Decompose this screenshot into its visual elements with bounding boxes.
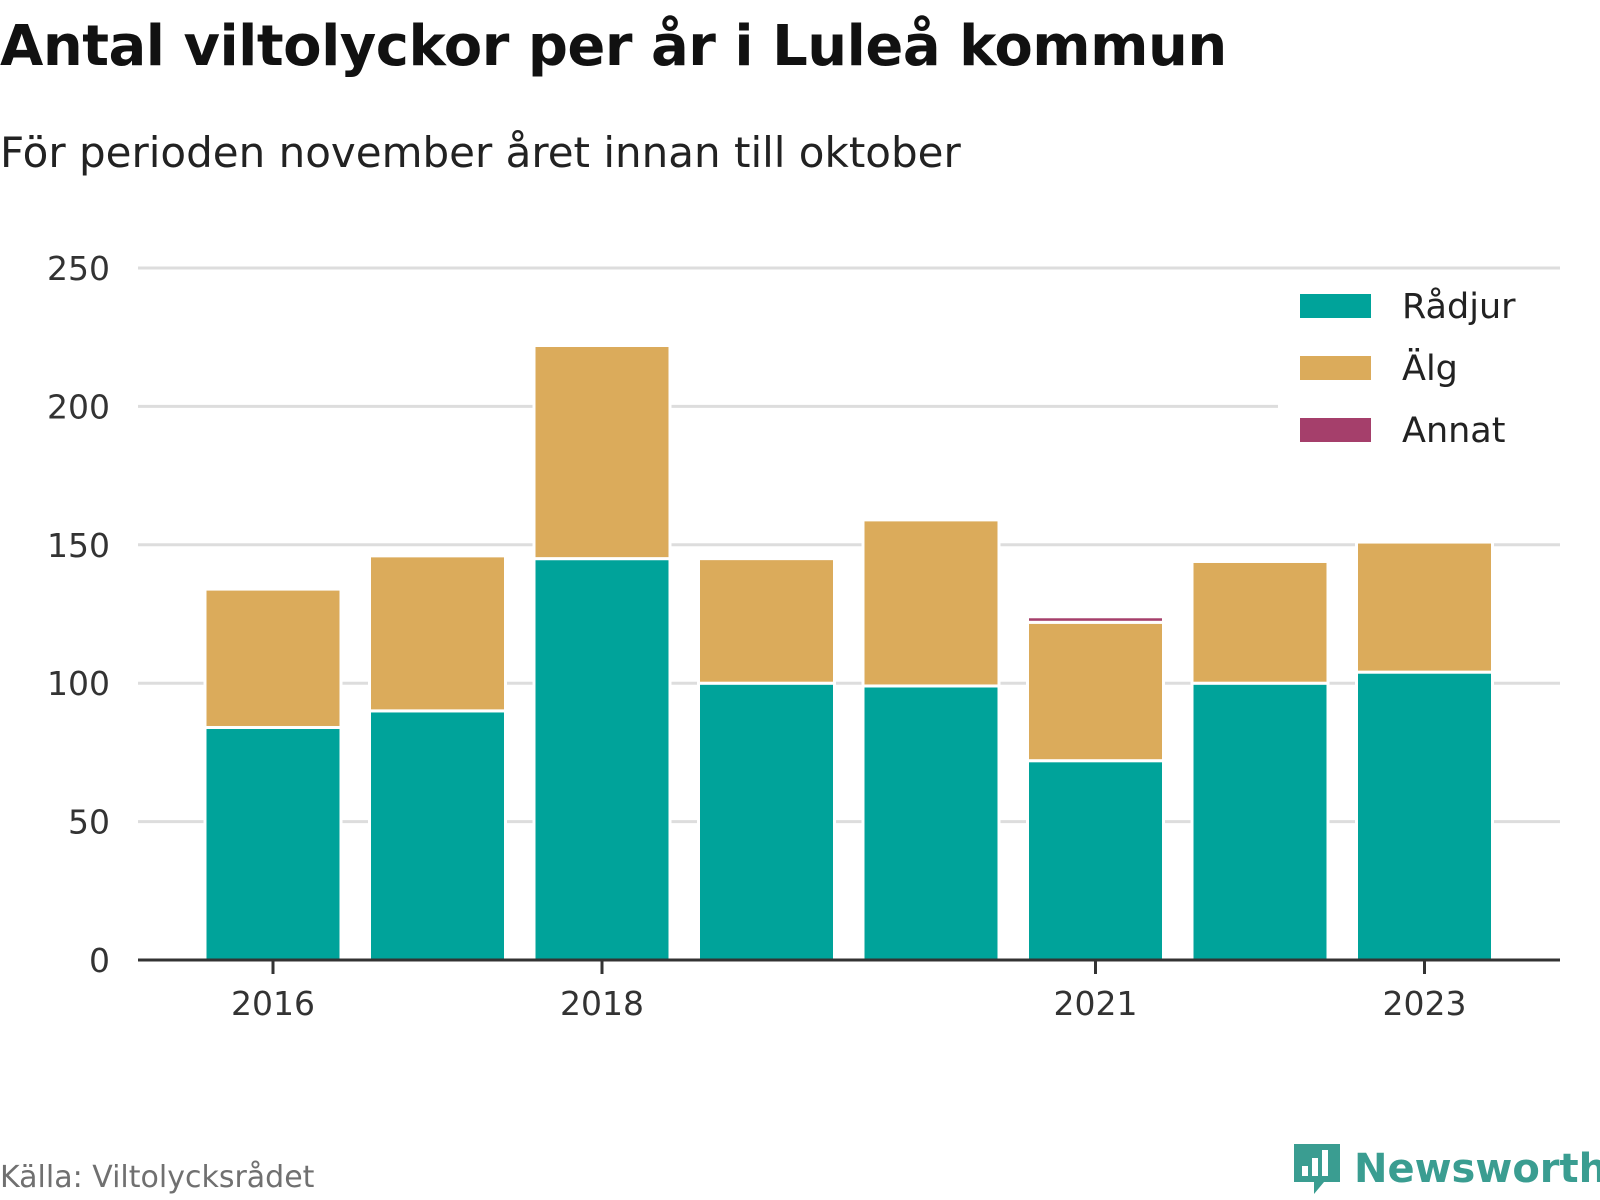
y-tick-label: 100 xyxy=(47,664,110,703)
legend-label: Annat xyxy=(1402,411,1505,451)
legend-swatch xyxy=(1300,418,1371,442)
brand-name: Newsworthy xyxy=(1354,1146,1600,1192)
bar-segment xyxy=(1026,759,1165,962)
bar-segment xyxy=(861,684,1001,962)
bar-segment xyxy=(1026,615,1165,624)
x-tick-label: 2016 xyxy=(231,984,315,1023)
y-tick-label: 250 xyxy=(47,249,110,288)
y-tick-label: 150 xyxy=(47,526,110,565)
x-tick-label: 2018 xyxy=(560,984,644,1023)
bar-segment xyxy=(368,554,507,713)
legend-swatch xyxy=(1300,356,1371,380)
source-note: Källa: Viltolycksrådet xyxy=(0,1160,315,1195)
y-tick-label: 50 xyxy=(68,803,110,842)
bar-segment xyxy=(532,557,672,962)
bar-segment xyxy=(697,681,836,962)
bar-segment xyxy=(697,557,836,685)
bar-segment xyxy=(1026,620,1165,763)
x-tick-label: 2023 xyxy=(1383,984,1467,1023)
bar-segment xyxy=(368,709,507,962)
bar-segment xyxy=(1190,559,1330,685)
y-tick-label: 0 xyxy=(89,941,110,980)
bar-segment xyxy=(1355,670,1494,962)
bar-segment xyxy=(1355,540,1494,674)
bar-segment xyxy=(532,341,672,348)
legend-label: Rådjur xyxy=(1402,286,1516,327)
bar-segment xyxy=(1190,681,1330,962)
legend-swatch xyxy=(1300,294,1371,318)
bar-segment xyxy=(1355,537,1494,544)
bar-segment xyxy=(861,518,1001,688)
bar-segment xyxy=(203,587,343,729)
legend-label: Älg xyxy=(1402,347,1458,389)
newsworthy-logo-icon xyxy=(1294,1144,1340,1194)
chart-title: Antal viltolyckor per år i Luleå kommun xyxy=(0,14,1227,79)
x-tick-label: 2021 xyxy=(1054,984,1138,1023)
brand-logo: Newsworthy xyxy=(1290,1140,1600,1198)
bar-segment xyxy=(203,725,343,962)
bar-segment xyxy=(532,344,672,561)
y-tick-label: 200 xyxy=(47,387,110,426)
bar-segment xyxy=(1190,557,1330,563)
chart-subtitle: För perioden november året innan till ok… xyxy=(0,128,961,177)
